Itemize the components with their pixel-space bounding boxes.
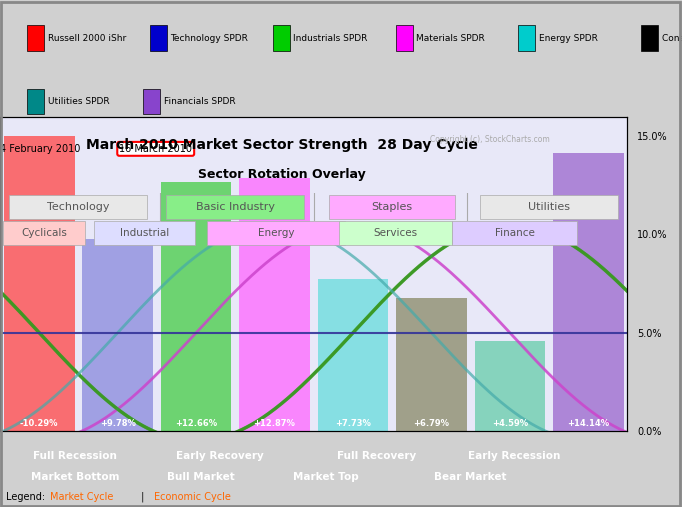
Text: +12.87%: +12.87% (254, 419, 295, 428)
Text: Economic Cycle: Economic Cycle (153, 492, 231, 502)
Text: Technology: Technology (47, 202, 110, 211)
Text: Market Top: Market Top (293, 472, 359, 482)
Bar (161, 182, 231, 431)
Text: +14.14%: +14.14% (567, 419, 609, 428)
Text: Copyright (c), StockCharts.com: Copyright (c), StockCharts.com (430, 135, 549, 144)
Bar (27, 89, 44, 114)
Text: Russell 2000 iShr: Russell 2000 iShr (48, 33, 126, 43)
FancyBboxPatch shape (10, 195, 147, 219)
Text: |: | (138, 492, 147, 502)
Text: Energy: Energy (258, 228, 295, 238)
Bar (273, 25, 290, 51)
Text: Materials SPDR: Materials SPDR (416, 33, 485, 43)
FancyBboxPatch shape (3, 222, 85, 244)
Text: +7.73%: +7.73% (335, 419, 371, 428)
Text: Staples: Staples (372, 202, 413, 211)
Text: Sector Rotation Overlay: Sector Rotation Overlay (198, 168, 366, 181)
FancyBboxPatch shape (329, 195, 455, 219)
Bar (239, 178, 310, 431)
Bar (641, 25, 658, 51)
Text: Services: Services (373, 228, 417, 238)
Text: Bear Market: Bear Market (434, 472, 507, 482)
FancyBboxPatch shape (166, 195, 304, 219)
Text: Bull Market: Bull Market (167, 472, 235, 482)
Text: +6.79%: +6.79% (413, 419, 449, 428)
Text: Basic Industry: Basic Industry (196, 202, 275, 211)
Text: Cyclicals: Cyclicals (21, 228, 67, 238)
Text: +4.59%: +4.59% (492, 419, 528, 428)
Text: Technology SPDR: Technology SPDR (170, 33, 248, 43)
Text: Utilities SPDR: Utilities SPDR (48, 97, 109, 106)
Text: Consmr Stapl SPDR: Consmr Stapl SPDR (662, 33, 682, 43)
Text: Legend:: Legend: (6, 492, 48, 502)
FancyBboxPatch shape (94, 222, 194, 244)
Bar (396, 25, 413, 51)
Bar (396, 298, 466, 431)
Text: Utilities: Utilities (528, 202, 570, 211)
Text: 16 March 2010: 16 March 2010 (119, 144, 192, 154)
Text: Industrial: Industrial (119, 228, 169, 238)
FancyBboxPatch shape (207, 222, 345, 244)
FancyBboxPatch shape (339, 222, 451, 244)
Text: Full Recession: Full Recession (33, 451, 117, 461)
Bar (143, 89, 160, 114)
Text: Early Recession: Early Recession (469, 451, 561, 461)
Bar (4, 136, 74, 431)
Text: +12.66%: +12.66% (175, 419, 217, 428)
Text: Energy SPDR: Energy SPDR (539, 33, 597, 43)
Text: -10.29%: -10.29% (20, 419, 59, 428)
Text: Industrials SPDR: Industrials SPDR (293, 33, 368, 43)
Text: Full Recovery: Full Recovery (337, 451, 416, 461)
FancyBboxPatch shape (480, 195, 618, 219)
Text: Market Bottom: Market Bottom (31, 472, 119, 482)
Bar (553, 153, 623, 431)
Bar (475, 341, 545, 431)
Text: Market Cycle: Market Cycle (50, 492, 114, 502)
Bar (318, 279, 388, 431)
Bar (83, 239, 153, 431)
Text: 4 February 2010: 4 February 2010 (0, 144, 80, 154)
Text: Finance: Finance (494, 228, 535, 238)
Text: Early Recovery: Early Recovery (176, 451, 263, 461)
Bar (27, 25, 44, 51)
Bar (150, 25, 167, 51)
Text: Financials SPDR: Financials SPDR (164, 97, 235, 106)
Bar (518, 25, 535, 51)
FancyBboxPatch shape (451, 222, 577, 244)
Text: +9.78%: +9.78% (100, 419, 136, 428)
Text: March 2010 Market Sector Strength  28 Day Cycle: March 2010 Market Sector Strength 28 Day… (87, 138, 478, 152)
